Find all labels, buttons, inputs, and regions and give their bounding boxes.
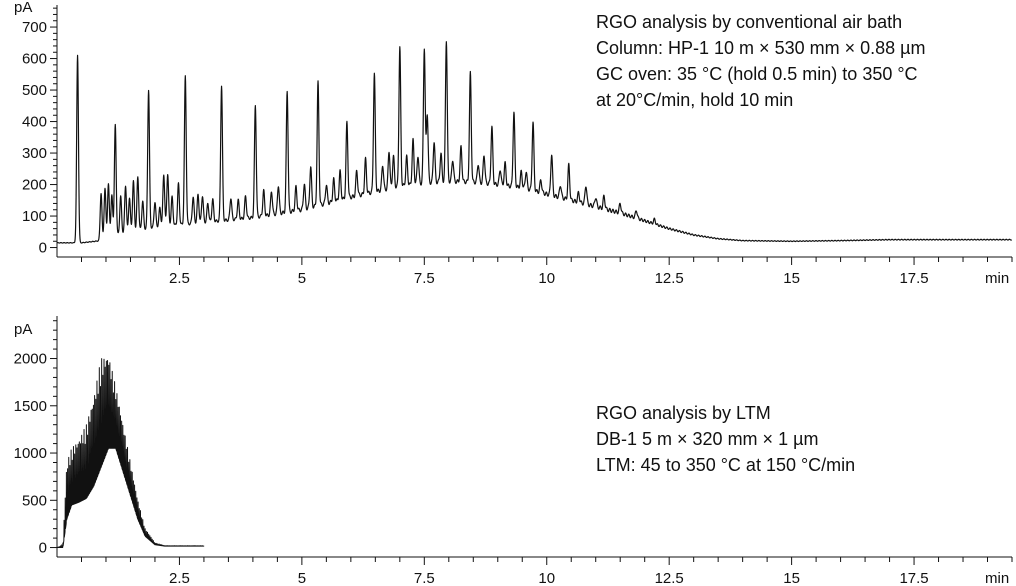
top-y-tick-label: 700 [22,19,47,36]
top-x-tick-label: 5 [298,270,306,287]
top-annotation-line-2: Column: HP-1 10 m × 530 mm × 0.88 µm [596,38,926,58]
top-chromatogram-trace [56,41,1013,244]
bottom-y-tick-label: 2000 [14,351,47,368]
top-x-unit-label: min [985,270,1009,287]
top-axis-ticks: 0 100 200 300 400 500 600 700 2.5 5 7.5 10 12.5 15 17.… [22,5,1013,287]
bottom-x-tick-label: 7.5 [414,570,435,586]
bottom-annotation-line-1: RGO analysis by LTM [596,403,771,423]
bottom-x-tick-label: 17.5 [899,570,928,586]
top-y-tick-label: 0 [39,240,47,257]
bottom-y-tick-label: 1000 [14,445,47,462]
top-y-unit-label: pA [14,0,32,16]
top-x-tick-label: 2.5 [169,270,190,287]
top-y-tick-label: 600 [22,51,47,68]
top-annotation-line-1: RGO analysis by conventional air bath [596,12,902,32]
bottom-x-tick-label: 12.5 [655,570,684,586]
bottom-x-unit-label: min [985,570,1009,586]
bottom-y-tick-label: 1500 [14,398,47,415]
bottom-annotation-line-3: LTM: 45 to 350 °C at 150 °C/min [596,455,855,475]
top-x-tick-label: 10 [538,270,555,287]
top-y-tick-label: 400 [22,114,47,131]
top-y-tick-label: 300 [22,145,47,162]
top-y-tick-label: 200 [22,177,47,194]
bottom-chromatogram-trace [56,358,205,549]
bottom-y-tick-label: 0 [39,540,47,557]
bottom-y-tick-label: 500 [22,492,47,509]
top-annotation-line-4: at 20°C/min, hold 10 min [596,90,793,110]
top-x-tick-label: 17.5 [899,270,928,287]
bottom-y-unit-label: pA [14,321,32,338]
chart-top: 0 100 200 300 400 500 600 700 2.5 5 7.5 10 12.5 15 17.… [14,0,1013,287]
top-x-tick-label: 12.5 [655,270,684,287]
top-x-tick-label: 15 [783,270,800,287]
top-y-tick-label: 100 [22,208,47,225]
bottom-x-tick-label: 10 [538,570,555,586]
bottom-x-tick-label: 5 [298,570,306,586]
top-annotation-line-3: GC oven: 35 °C (hold 0.5 min) to 350 °C [596,64,918,84]
bottom-axis-ticks: 0 500 1000 1500 2000 2.5 5 7.5 10 12.5 15 17.5 [14,316,1013,586]
top-y-tick-label: 500 [22,82,47,99]
bottom-x-tick-label: 2.5 [169,570,190,586]
top-x-tick-label: 7.5 [414,270,435,287]
chart-bottom: 0 500 1000 1500 2000 2.5 5 7.5 10 12.5 15 17.5 pA m… [14,316,1013,586]
bottom-x-tick-label: 15 [783,570,800,586]
bottom-annotation-line-2: DB-1 5 m × 320 mm × 1 µm [596,429,818,449]
